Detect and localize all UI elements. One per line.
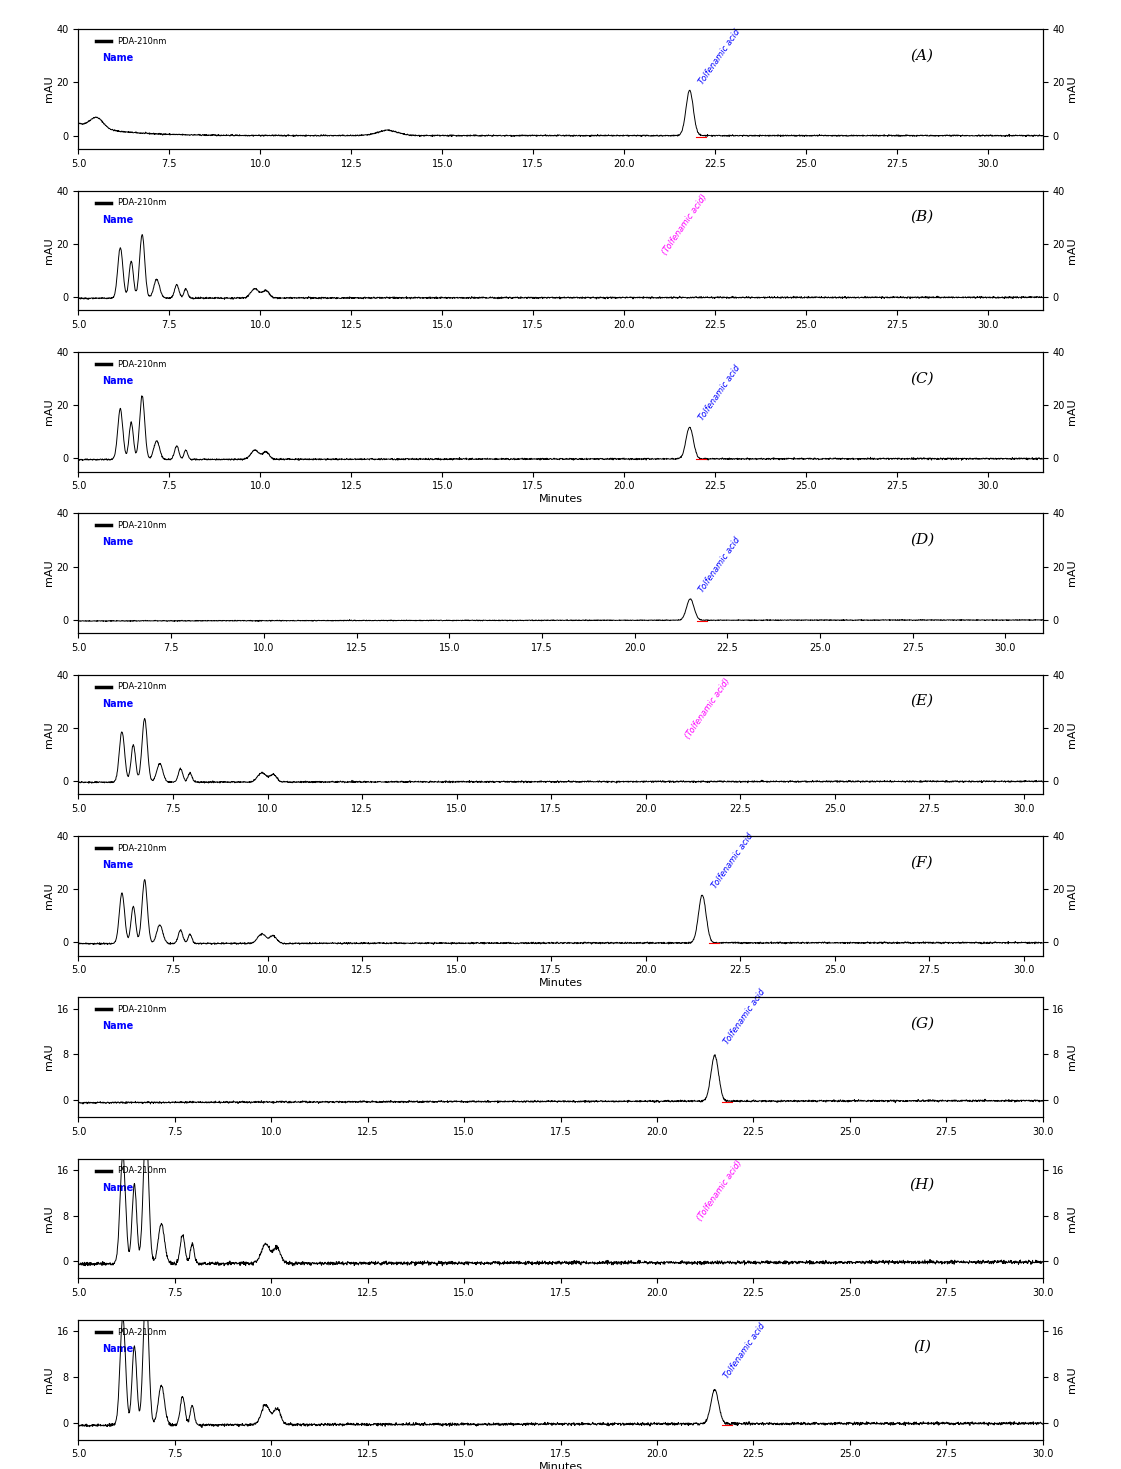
Legend: PDA-210nm: PDA-210nm	[92, 1002, 170, 1017]
Text: Name: Name	[103, 376, 133, 386]
Text: Name: Name	[103, 53, 133, 63]
Text: (C): (C)	[910, 372, 934, 385]
Y-axis label: mAU: mAU	[44, 237, 54, 264]
Text: Tolfenamic acid: Tolfenamic acid	[697, 28, 742, 87]
Text: (B): (B)	[910, 210, 934, 223]
Text: (A): (A)	[910, 48, 934, 63]
Legend: PDA-210nm: PDA-210nm	[92, 840, 170, 856]
Legend: PDA-210nm: PDA-210nm	[92, 195, 170, 210]
Text: (E): (E)	[910, 693, 934, 708]
Text: (Tolfenamic acid): (Tolfenamic acid)	[660, 192, 710, 257]
Y-axis label: mAU: mAU	[1067, 1366, 1077, 1393]
Y-axis label: mAU: mAU	[44, 883, 54, 909]
Text: (F): (F)	[910, 855, 934, 870]
Text: (H): (H)	[909, 1178, 935, 1191]
Text: Name: Name	[103, 859, 133, 870]
Y-axis label: mAU: mAU	[1067, 560, 1077, 586]
Text: Name: Name	[103, 699, 133, 708]
Text: (Tolfenamic acid): (Tolfenamic acid)	[695, 1158, 744, 1222]
Legend: PDA-210nm: PDA-210nm	[92, 679, 170, 695]
Text: Name: Name	[103, 1021, 133, 1031]
Y-axis label: mAU: mAU	[44, 76, 54, 103]
Y-axis label: mAU: mAU	[44, 398, 54, 425]
Y-axis label: mAU: mAU	[1067, 237, 1077, 264]
Y-axis label: mAU: mAU	[44, 1044, 54, 1071]
Text: (G): (G)	[910, 1017, 934, 1031]
Text: (I): (I)	[912, 1340, 932, 1353]
Legend: PDA-210nm: PDA-210nm	[92, 355, 170, 372]
Legend: PDA-210nm: PDA-210nm	[92, 34, 170, 50]
X-axis label: Minutes: Minutes	[538, 494, 583, 504]
Legend: PDA-210nm: PDA-210nm	[92, 1163, 170, 1178]
Y-axis label: mAU: mAU	[1067, 76, 1077, 103]
Text: Tolfenamic acid: Tolfenamic acid	[697, 536, 742, 595]
Y-axis label: mAU: mAU	[1067, 398, 1077, 425]
Text: Name: Name	[103, 1344, 133, 1354]
Legend: PDA-210nm: PDA-210nm	[92, 517, 170, 533]
Y-axis label: mAU: mAU	[1067, 1205, 1077, 1232]
Y-axis label: mAU: mAU	[44, 1366, 54, 1393]
Legend: PDA-210nm: PDA-210nm	[92, 1324, 170, 1340]
X-axis label: Minutes: Minutes	[538, 978, 583, 989]
Text: Name: Name	[103, 214, 133, 225]
Y-axis label: mAU: mAU	[44, 560, 54, 586]
Y-axis label: mAU: mAU	[44, 1205, 54, 1232]
Text: Tolfenamic acid: Tolfenamic acid	[722, 1321, 768, 1379]
Text: Tolfenamic acid: Tolfenamic acid	[710, 831, 754, 890]
Text: Name: Name	[103, 1183, 133, 1193]
Text: Tolfenamic acid: Tolfenamic acid	[722, 987, 768, 1046]
Text: Name: Name	[103, 538, 133, 548]
Y-axis label: mAU: mAU	[1067, 883, 1077, 909]
Text: Tolfenamic acid: Tolfenamic acid	[697, 364, 742, 423]
Text: (D): (D)	[910, 533, 934, 546]
X-axis label: Minutes: Minutes	[538, 1462, 583, 1469]
Y-axis label: mAU: mAU	[1067, 721, 1077, 748]
Text: (Tolfenamic acid): (Tolfenamic acid)	[684, 677, 732, 740]
Y-axis label: mAU: mAU	[1067, 1044, 1077, 1071]
Y-axis label: mAU: mAU	[44, 721, 54, 748]
